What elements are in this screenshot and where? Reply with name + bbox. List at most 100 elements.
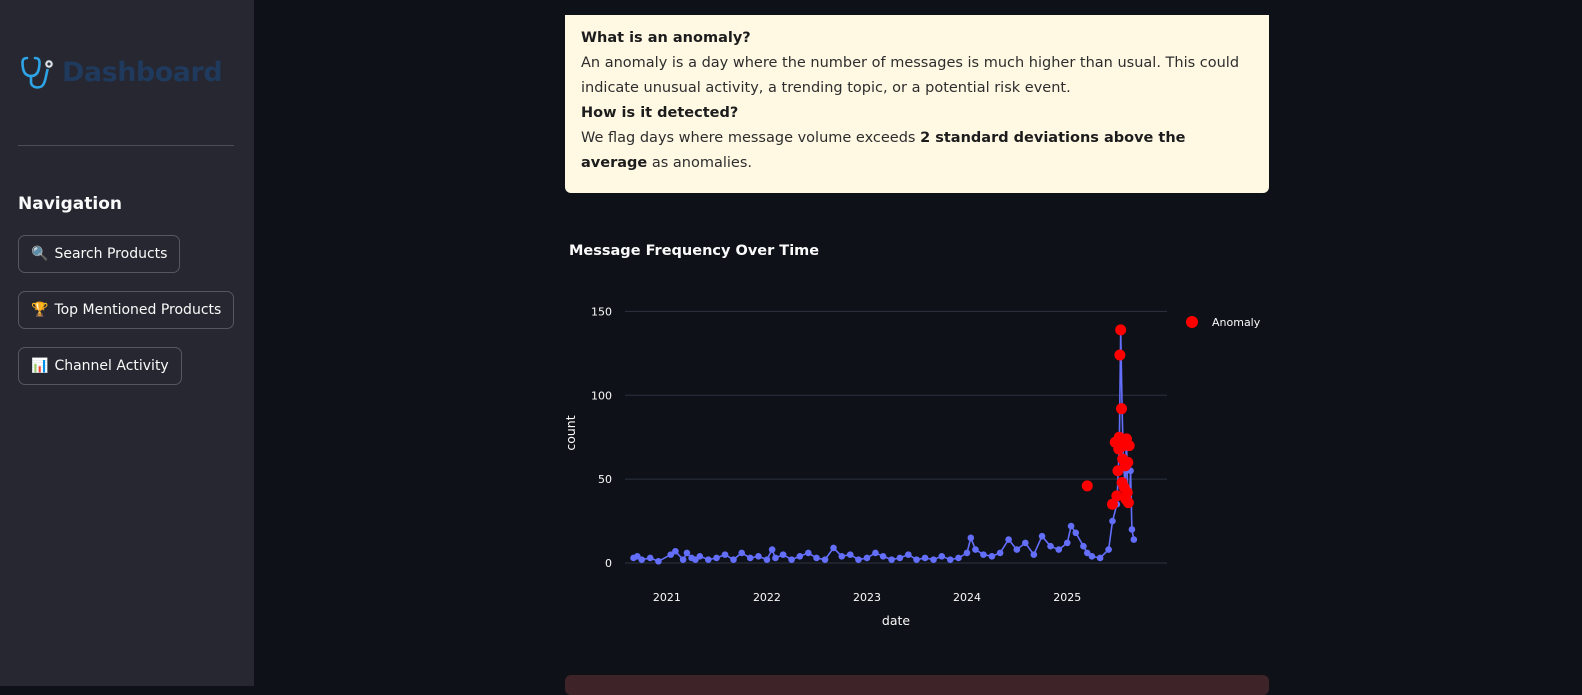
anomaly-point — [1111, 490, 1123, 502]
search-products-label: Search Products — [54, 246, 168, 262]
series-point — [638, 556, 646, 563]
series-point — [796, 552, 804, 560]
series-point — [1128, 526, 1136, 533]
series-point — [1038, 532, 1046, 540]
series-point — [721, 551, 729, 558]
channel-activity-button[interactable]: 📊 Channel Activity — [18, 347, 182, 385]
series-point — [963, 549, 971, 557]
series-point — [888, 556, 895, 563]
search-products-button[interactable]: 🔍 Search Products — [18, 235, 181, 273]
y-tick-label: 50 — [598, 473, 612, 486]
legend-anomaly-label: Anomaly — [1212, 316, 1261, 329]
sidebar: Dashboard Navigation 🔍 Search Products 🏆… — [0, 0, 254, 686]
series-point — [667, 551, 675, 558]
anomaly-point — [1121, 487, 1133, 499]
series-point — [746, 554, 754, 562]
info-answer-2-post: as anomalies. — [647, 155, 752, 171]
logo-text: Dashboard — [62, 56, 223, 88]
series-point — [855, 556, 862, 563]
top-mentioned-products-button[interactable]: 🏆 Top Mentioned Products — [18, 291, 235, 329]
series-point — [879, 552, 887, 560]
series-point — [996, 549, 1004, 557]
info-question-1: What is an anomaly? — [581, 30, 751, 46]
series-point — [1005, 536, 1012, 543]
x-tick-label: 2025 — [1053, 591, 1081, 604]
series-point — [1067, 522, 1075, 530]
series-point — [672, 547, 679, 555]
series-point — [738, 549, 746, 557]
anomaly-point — [1106, 498, 1118, 510]
series-point — [763, 556, 771, 563]
top-mentioned-products-label: Top Mentioned Products — [54, 302, 222, 318]
x-tick-label: 2024 — [953, 591, 981, 604]
x-axis-label: date — [882, 613, 910, 628]
logo[interactable]: Dashboard — [18, 52, 223, 92]
series-point — [755, 552, 762, 560]
series-point — [955, 554, 962, 562]
series-point — [768, 546, 776, 553]
message-frequency-chart[interactable]: 0 50 100 150 2021 2022 2023 2024 2025 date count An… — [560, 280, 1280, 640]
series-point — [946, 556, 954, 563]
info-question-2: How is it detected? — [581, 105, 739, 121]
series-point — [838, 552, 846, 560]
anomaly-point — [1122, 456, 1134, 468]
series-point — [846, 551, 854, 558]
series-point — [921, 554, 929, 562]
series-point — [930, 556, 937, 563]
x-tick-label: 2022 — [753, 591, 781, 604]
anomaly-point — [1081, 480, 1093, 492]
series-point — [1088, 552, 1096, 560]
info-answer-1: An anomaly is a day where the number of … — [581, 55, 1240, 96]
series-point — [1047, 542, 1054, 550]
anomaly-point — [1114, 349, 1126, 361]
series-point — [1072, 529, 1080, 537]
info-answer-2-bold: 2 standard deviations above the average — [581, 130, 1186, 171]
info-answer-2: We flag days where message volume exceed… — [581, 126, 1253, 176]
bar-chart-icon: 📊 — [31, 358, 49, 374]
series-point — [655, 558, 662, 565]
series-point — [1022, 539, 1029, 547]
series-point — [905, 551, 912, 558]
series-point — [1105, 546, 1112, 553]
series-point — [872, 549, 879, 557]
series-point — [683, 549, 691, 557]
y-axis-label: count — [563, 415, 578, 450]
series-point — [679, 556, 687, 563]
anomaly-info-box: What is an anomaly? An anomaly is a day … — [565, 15, 1269, 193]
series-point — [980, 551, 987, 558]
y-tick-label: 0 — [605, 557, 612, 570]
anomaly-point — [1123, 440, 1135, 452]
info-answer-2-pre: We flag days where message volume exceed… — [581, 130, 921, 146]
series-point — [1013, 546, 1021, 553]
series-point — [1063, 539, 1071, 547]
series-line — [633, 329, 1135, 563]
series-point — [1130, 536, 1138, 543]
series-point — [705, 556, 712, 563]
series-point — [1030, 551, 1038, 558]
series-point — [730, 556, 737, 563]
legend-anomaly-marker — [1186, 316, 1198, 328]
series-point — [813, 554, 820, 562]
series-point — [830, 544, 837, 552]
x-tick-label: 2023 — [853, 591, 881, 604]
series-point — [913, 556, 920, 563]
stethoscope-icon — [18, 52, 58, 92]
trophy-icon: 🏆 — [31, 302, 49, 318]
series-point — [938, 552, 946, 560]
series-point — [1083, 549, 1091, 557]
y-tick-label: 150 — [591, 305, 612, 318]
series-point — [821, 556, 829, 563]
series-point — [1109, 517, 1116, 525]
x-tick-label: 2021 — [653, 591, 681, 604]
anomaly-point — [1122, 497, 1134, 509]
anomaly-point — [1116, 403, 1128, 415]
series-point — [896, 554, 904, 562]
anomaly-point — [1115, 324, 1127, 336]
series-point — [779, 551, 787, 558]
series-point — [967, 534, 975, 542]
series-point — [1096, 554, 1104, 562]
series-point — [972, 546, 979, 553]
series-point — [788, 556, 795, 563]
series-point — [646, 554, 654, 562]
sidebar-divider — [18, 145, 234, 146]
